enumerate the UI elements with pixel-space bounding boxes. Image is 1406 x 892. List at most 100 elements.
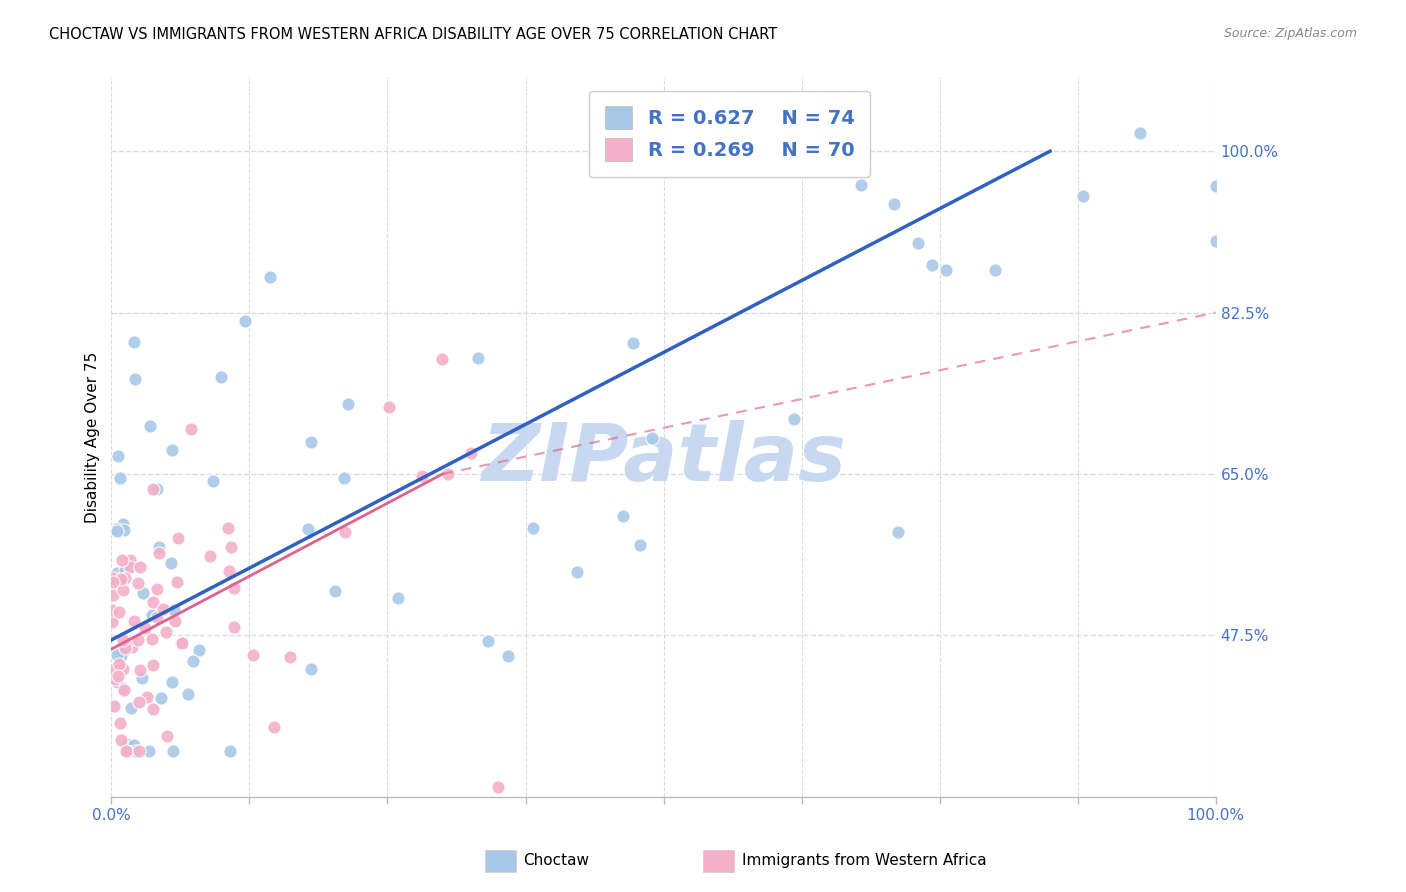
Point: [1129, 126, 1152, 140]
Point: [108, 716, 131, 731]
Point: [110, 733, 132, 747]
Point: [131, 586, 153, 600]
Point: [124, 743, 146, 757]
Point: [142, 702, 165, 716]
Point: [460, 446, 482, 460]
Text: ZIPatlas: ZIPatlas: [481, 419, 846, 498]
Point: [108, 471, 131, 485]
Point: [120, 559, 142, 574]
Point: [187, 643, 209, 657]
Point: [101, 588, 124, 602]
Point: [142, 657, 165, 672]
Point: [107, 450, 129, 464]
Point: [984, 263, 1007, 277]
Point: [162, 743, 184, 757]
Point: [297, 522, 319, 536]
Point: [148, 546, 170, 560]
Point: [218, 743, 240, 757]
Point: [114, 643, 136, 657]
Point: [233, 314, 256, 328]
Point: [134, 620, 156, 634]
Point: [1071, 188, 1094, 202]
Point: [263, 721, 285, 735]
Point: [112, 682, 135, 697]
Point: [142, 595, 165, 609]
Point: [108, 657, 131, 672]
Point: [101, 571, 124, 585]
Point: [138, 743, 160, 757]
Point: [114, 743, 136, 757]
Point: [628, 538, 651, 552]
Point: [467, 351, 489, 366]
Point: [218, 521, 240, 535]
Point: [101, 603, 124, 617]
Point: [299, 434, 322, 449]
Point: [430, 351, 453, 366]
Point: [170, 636, 193, 650]
Point: [124, 334, 146, 349]
Point: [337, 397, 360, 411]
Point: [128, 695, 150, 709]
Point: [436, 467, 458, 481]
Point: [146, 610, 169, 624]
Point: [100, 663, 122, 677]
Text: CHOCTAW VS IMMIGRANTS FROM WESTERN AFRICA DISABILITY AGE OVER 75 CORRELATION CHA: CHOCTAW VS IMMIGRANTS FROM WESTERN AFRIC…: [49, 27, 778, 42]
Point: [335, 525, 357, 540]
Point: [112, 582, 135, 597]
Legend: R = 0.627    N = 74, R = 0.269    N = 70: R = 0.627 N = 74, R = 0.269 N = 70: [589, 91, 870, 177]
Point: [110, 649, 132, 664]
Point: [103, 698, 125, 713]
Point: [163, 614, 186, 628]
Point: [162, 442, 184, 457]
Point: [222, 581, 245, 595]
Point: [1205, 234, 1227, 248]
Point: [332, 471, 354, 485]
Point: [156, 729, 179, 743]
Point: [131, 671, 153, 685]
Point: [105, 522, 128, 536]
Point: [883, 197, 905, 211]
Point: [477, 633, 499, 648]
Text: Immigrants from Western Africa: Immigrants from Western Africa: [742, 854, 987, 868]
Point: [259, 270, 281, 285]
Point: [111, 681, 134, 696]
Point: [114, 571, 136, 585]
Point: [122, 738, 145, 752]
Point: [935, 263, 957, 277]
Point: [115, 743, 138, 757]
Point: [180, 422, 202, 436]
Point: [115, 737, 138, 751]
Point: [111, 517, 134, 532]
Point: [177, 687, 200, 701]
Point: [222, 620, 245, 634]
Point: [621, 335, 644, 350]
Point: [122, 614, 145, 628]
Point: [849, 178, 872, 192]
Point: [202, 474, 225, 488]
Point: [887, 524, 910, 539]
Point: [146, 582, 169, 596]
Point: [105, 566, 128, 581]
Point: [129, 663, 152, 677]
Point: [139, 418, 162, 433]
Point: [219, 541, 242, 555]
Point: [112, 662, 135, 676]
Point: [103, 672, 125, 686]
Point: [105, 648, 128, 663]
Point: [108, 605, 131, 619]
Point: [496, 649, 519, 664]
Point: [149, 690, 172, 705]
Point: [114, 563, 136, 577]
Point: [141, 608, 163, 623]
Point: [107, 669, 129, 683]
Point: [114, 640, 136, 655]
Point: [108, 663, 131, 677]
Text: Choctaw: Choctaw: [523, 854, 589, 868]
Point: [160, 556, 183, 570]
Point: [115, 634, 138, 648]
Point: [152, 602, 174, 616]
Point: [612, 509, 634, 524]
Point: [167, 531, 190, 545]
Point: [160, 675, 183, 690]
Point: [218, 564, 240, 578]
